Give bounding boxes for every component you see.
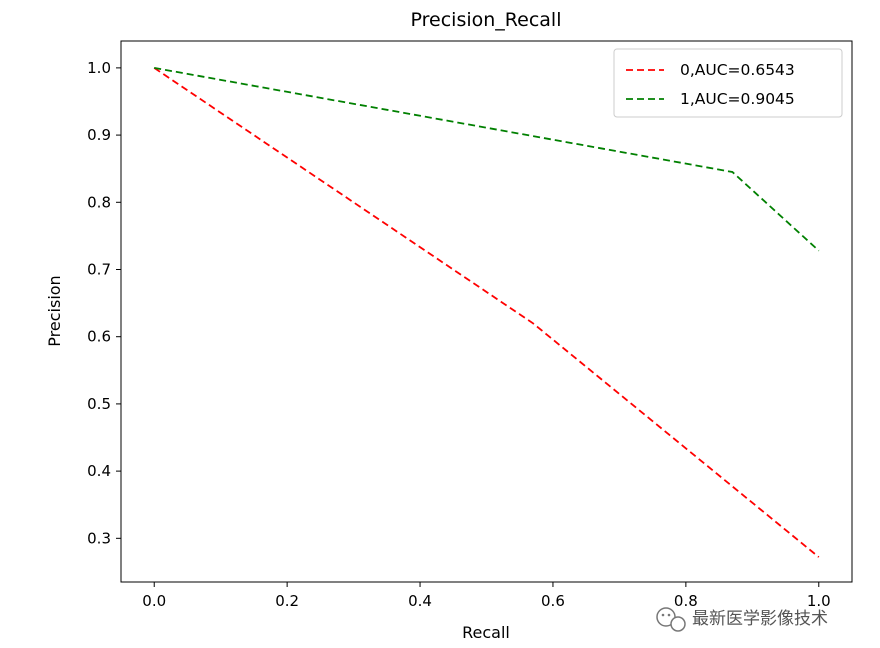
y-tick-label: 0.9	[87, 126, 111, 144]
y-axis-ticks: 0.3 0.4 0.5 0.6 0.7 0.8 0.9 1.0	[87, 59, 121, 547]
legend-label-0: 0,AUC=0.6543	[680, 61, 795, 79]
x-axis-ticks: 0.0 0.2 0.4 0.6 0.8 1.0	[142, 582, 831, 610]
plot-frame	[120, 40, 853, 583]
y-tick-label: 0.6	[87, 328, 111, 346]
y-tick-label: 0.4	[87, 462, 111, 480]
x-tick-label: 1.0	[807, 592, 831, 610]
legend: 0,AUC=0.6543 1,AUC=0.9045	[613, 48, 843, 118]
wechat-icon	[656, 607, 686, 632]
y-tick-label: 0.7	[87, 260, 111, 278]
y-tick-label: 1.0	[87, 59, 111, 77]
series-line-0	[153, 67, 820, 558]
x-tick-label: 0.2	[275, 592, 299, 610]
series-line-1	[154, 67, 820, 252]
y-tick-label: 0.5	[87, 395, 111, 413]
x-tick-label: 0.6	[541, 592, 565, 610]
watermark: 最新医学影像技术	[656, 607, 828, 632]
watermark-text: 最新医学影像技术	[692, 609, 828, 629]
chart-title: Precision_Recall	[411, 9, 562, 31]
x-tick-label: 0.8	[674, 592, 698, 610]
legend-label-1: 1,AUC=0.9045	[680, 90, 795, 108]
y-tick-label: 0.8	[87, 193, 111, 211]
x-tick-label: 0.4	[408, 592, 432, 610]
legend-box	[613, 48, 843, 118]
x-axis-label: Recall	[462, 623, 510, 642]
x-tick-label: 0.0	[142, 592, 166, 610]
y-axis-label: Precision	[45, 275, 64, 346]
y-tick-label: 0.3	[87, 529, 111, 547]
series-layer	[153, 67, 820, 558]
